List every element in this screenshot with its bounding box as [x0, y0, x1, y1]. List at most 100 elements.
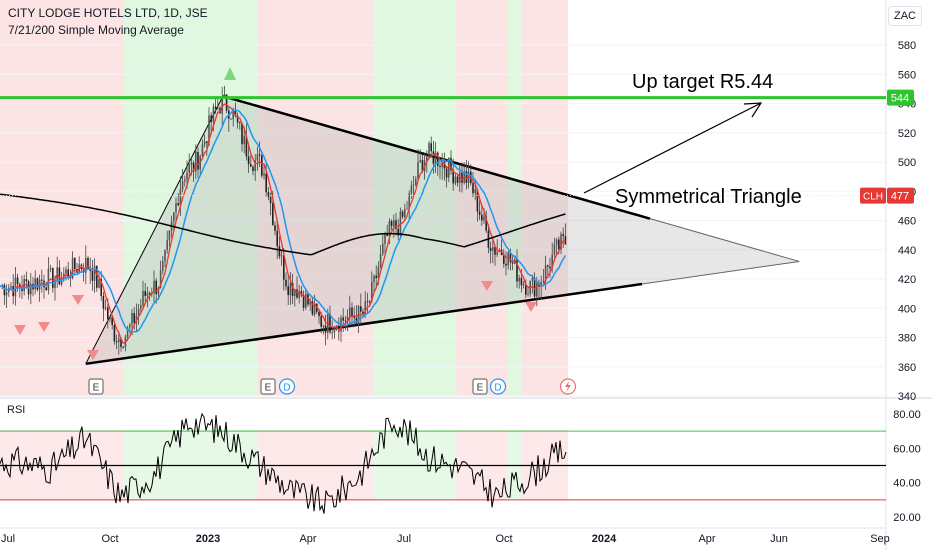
indicator-title[interactable]: 7/21/200 Simple Moving Average [8, 23, 184, 37]
sma-200-line [0, 193, 566, 256]
candle-body [276, 230, 278, 247]
candle-body [549, 266, 551, 269]
candle-body [289, 283, 292, 296]
candle-body [118, 338, 120, 343]
y-axis-tick-label: 520 [898, 128, 916, 140]
candle-body [430, 143, 432, 152]
candle-body [175, 203, 177, 213]
earnings-marker [88, 378, 104, 395]
candle-body [432, 151, 435, 164]
candle-body [489, 247, 492, 251]
candle-body [399, 211, 402, 236]
candle-body [201, 144, 204, 156]
y-axis-tick-label: 340 [898, 391, 916, 403]
sell-signal-marker [525, 302, 537, 312]
candle-body [263, 173, 265, 176]
candle-body [472, 183, 474, 194]
symbol-title[interactable]: CITY LODGE HOTELS LTD, 1D, JSE [8, 6, 208, 20]
candle-body [406, 208, 408, 210]
candle-body [437, 152, 439, 166]
candle-body [129, 324, 131, 328]
candle-body [296, 289, 298, 298]
event-marker-label: E [265, 383, 272, 394]
candle-body [404, 209, 406, 217]
candle-body [417, 162, 419, 179]
candle-body [518, 277, 520, 282]
candle-body [120, 338, 122, 347]
candle-body [47, 268, 50, 290]
candle-body [291, 283, 294, 297]
candle-body [232, 110, 234, 120]
candle-body [531, 278, 534, 281]
candle-body [445, 168, 448, 178]
candle-body [177, 203, 179, 206]
candle-body [377, 267, 380, 279]
candle-body [434, 152, 437, 164]
currency-button[interactable]: ZAC [888, 6, 922, 26]
candle-body [104, 307, 107, 309]
candle-body [353, 315, 355, 318]
target-price-badge-text: 544 [891, 93, 909, 105]
candle-body [186, 172, 188, 180]
candle-body [155, 280, 157, 295]
triangle-left-edge [85, 95, 224, 365]
candle-body [421, 160, 424, 172]
candle-body [536, 283, 538, 297]
candle-body [164, 249, 166, 262]
candle-body [212, 106, 215, 122]
candle-body [309, 301, 311, 305]
candle-body [230, 118, 232, 120]
rsi-pane-label[interactable]: RSI [7, 404, 26, 416]
candle-body [102, 295, 105, 309]
candle-body [287, 286, 289, 296]
sell-signal-marker [38, 322, 50, 332]
candle-body [214, 106, 217, 109]
y-axis-tick-label: 400 [898, 303, 916, 315]
candle-body [25, 278, 28, 282]
candle-body [190, 162, 193, 165]
candle-body [527, 294, 529, 295]
candle-body [302, 295, 305, 308]
candle-body [373, 275, 375, 282]
candle-body [441, 161, 443, 168]
candle-body [443, 161, 446, 169]
candle-body [476, 189, 479, 212]
candle-body [322, 325, 325, 327]
chart-header: CITY LODGE HOTELS LTD, 1D, JSE 7/21/200 … [8, 5, 208, 39]
annotations: Up target R5.44 Symmetrical Triangle [583, 71, 802, 208]
triangle-upper-extension [649, 218, 800, 262]
y-axis-tick-label: 380 [898, 333, 916, 345]
candle-body [267, 192, 270, 197]
y-axis-tick-label: 460 [898, 216, 916, 228]
y-axis-tick-label: 440 [898, 245, 916, 257]
candle-body [206, 141, 208, 144]
rsi-axis-tick-label: 80.00 [893, 409, 921, 421]
candle-body [551, 254, 553, 269]
regime-band [456, 0, 508, 396]
x-axis-tick-label: Oct [101, 533, 118, 545]
candle-body [298, 291, 300, 298]
candle-body [542, 281, 545, 283]
candle-body [362, 311, 364, 315]
candle-body [338, 325, 340, 332]
candle-body [109, 317, 111, 320]
candle-body [509, 252, 512, 263]
ticker-badge [860, 187, 886, 204]
ticker-badge-text: CLH [863, 192, 883, 203]
candle-body [280, 255, 283, 257]
candle-body [364, 301, 366, 315]
candle-body [181, 181, 184, 190]
candle-body [184, 179, 186, 182]
candle-body [67, 269, 69, 278]
candle-body [285, 279, 287, 287]
x-axis-tick-label: Sep [870, 533, 890, 545]
x-axis-tick-label: Oct [495, 533, 512, 545]
candle-body [87, 257, 89, 269]
candle-body [113, 324, 116, 342]
candle-body [428, 143, 430, 157]
candle-body [344, 320, 347, 322]
candle-body [333, 329, 336, 333]
candle-body [274, 225, 276, 231]
candle-body [173, 212, 175, 222]
